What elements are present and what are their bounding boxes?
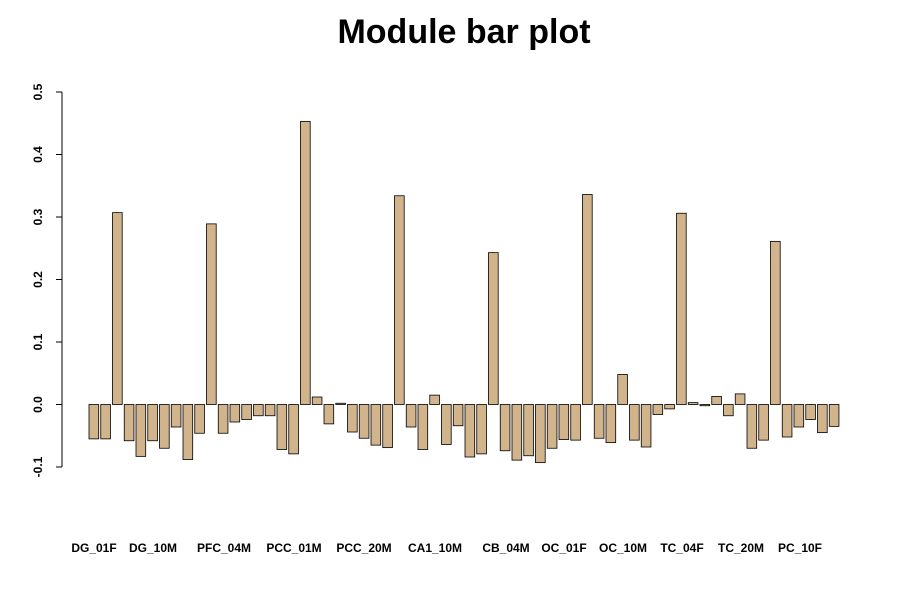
bar	[217, 404, 229, 434]
x-category-label: OC_01F	[541, 541, 586, 555]
bar	[159, 404, 170, 449]
bar	[617, 374, 628, 405]
bar	[88, 404, 100, 440]
bar	[511, 404, 523, 461]
y-tick-label: 0.0	[31, 396, 45, 413]
bar	[370, 404, 382, 446]
y-tick-label: -0.1	[31, 456, 45, 477]
bar	[793, 404, 805, 428]
bar	[629, 404, 640, 441]
x-category-label: DG_01F	[71, 541, 116, 555]
y-axis: -0.1 0.0 0.1 0.2 0.3 0.4 0.5	[31, 83, 63, 477]
bars	[88, 120, 840, 464]
x-category-label: OC_10M	[599, 541, 647, 555]
bar	[264, 404, 276, 417]
bar	[652, 404, 664, 415]
bar	[582, 194, 593, 405]
bar	[100, 404, 111, 440]
bar	[241, 404, 252, 420]
bar	[805, 404, 816, 420]
x-category-label: PC_10F	[778, 541, 822, 555]
bar	[699, 404, 711, 407]
bar	[523, 404, 534, 457]
bar	[781, 404, 793, 438]
bar	[123, 404, 135, 442]
bar	[170, 404, 182, 428]
bar	[135, 404, 147, 457]
bar	[640, 404, 652, 448]
x-category-label: TC_04F	[660, 541, 703, 555]
y-tick-label: 0.5	[31, 83, 45, 100]
bar	[828, 404, 840, 427]
y-tick-label: 0.3	[31, 208, 45, 225]
bar	[417, 404, 429, 450]
bar	[758, 404, 769, 441]
x-category-label: PCC_20M	[336, 541, 391, 555]
bar	[746, 404, 758, 449]
category-labels: DG_01F DG_10M PFC_04M PCC_01M PCC_20M CA1_10M…	[71, 541, 822, 555]
chart-title: Module bar plot	[337, 13, 590, 51]
bar	[323, 404, 335, 425]
bar	[429, 394, 440, 405]
bar	[476, 404, 487, 455]
bar	[182, 404, 194, 460]
bar	[464, 404, 476, 458]
bar	[711, 395, 722, 405]
x-category-label: PCC_01M	[266, 541, 321, 555]
bar	[558, 404, 570, 440]
bar	[253, 404, 264, 417]
bar	[194, 404, 205, 434]
bar	[311, 396, 323, 405]
bar	[276, 404, 288, 450]
bar	[394, 195, 405, 405]
bar	[817, 404, 828, 434]
bar	[147, 404, 158, 442]
bar	[546, 404, 558, 449]
bar	[570, 404, 581, 441]
y-tick-label: 0.4	[31, 146, 45, 163]
bar	[206, 223, 217, 405]
bar	[112, 212, 123, 405]
bar	[499, 404, 511, 452]
bar	[605, 404, 617, 444]
bar	[347, 404, 358, 433]
bar	[488, 252, 499, 405]
bar	[405, 404, 417, 428]
x-category-label: TC_20M	[718, 541, 764, 555]
bar	[229, 404, 241, 423]
x-category-label: CB_04M	[482, 541, 529, 555]
y-tick-label: 0.1	[31, 333, 45, 350]
bar	[723, 404, 734, 417]
bar	[288, 404, 299, 455]
bar	[664, 404, 675, 410]
y-tick-label: 0.2	[31, 271, 45, 288]
bar	[452, 404, 464, 427]
bar	[734, 393, 746, 405]
bar	[382, 404, 393, 449]
bar	[676, 212, 687, 405]
x-category-label: DG_10M	[129, 541, 177, 555]
bar	[441, 404, 452, 445]
bar	[687, 402, 699, 405]
bar	[335, 402, 346, 405]
x-category-label: CA1_10M	[408, 541, 462, 555]
bar	[358, 404, 370, 439]
bar	[770, 240, 781, 405]
bar	[593, 404, 605, 439]
bar	[535, 404, 546, 464]
bar	[300, 120, 311, 405]
x-category-label: PFC_04M	[197, 541, 251, 555]
